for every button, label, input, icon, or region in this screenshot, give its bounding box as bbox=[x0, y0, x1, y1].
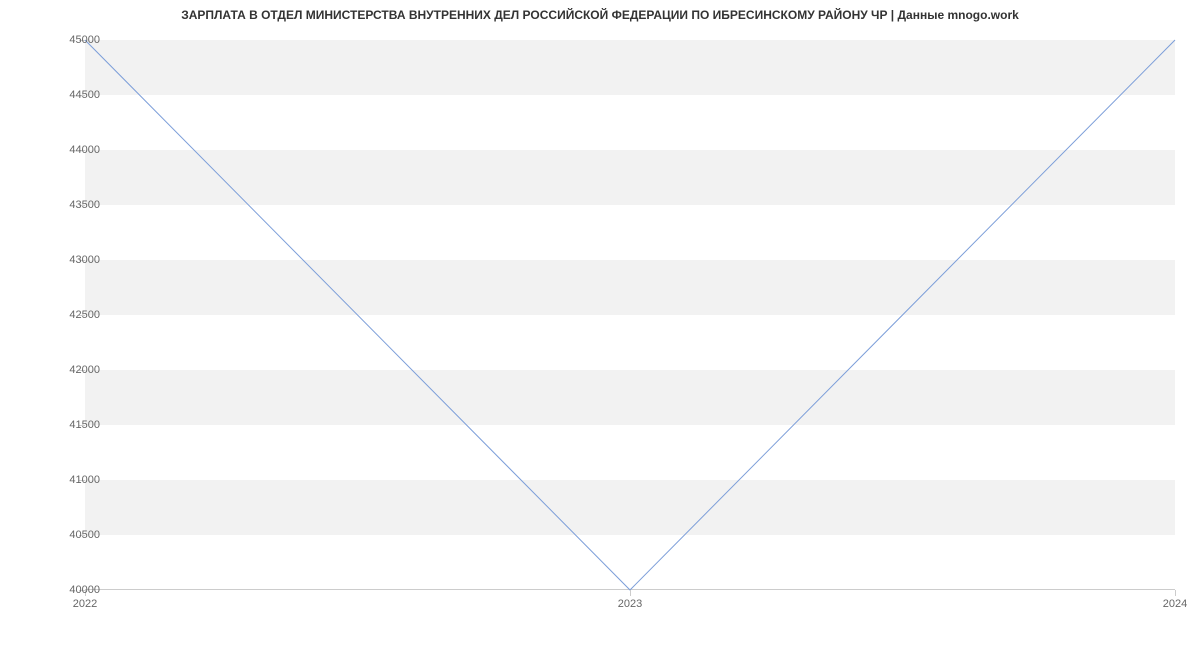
y-axis-label: 42000 bbox=[20, 364, 100, 376]
x-tick bbox=[1175, 590, 1176, 596]
y-axis-label: 42500 bbox=[20, 309, 100, 321]
y-axis-label: 43000 bbox=[20, 254, 100, 266]
y-axis-label: 40000 bbox=[20, 584, 100, 596]
x-tick bbox=[630, 590, 631, 596]
plot-area bbox=[85, 40, 1175, 590]
y-axis-label: 41000 bbox=[20, 474, 100, 486]
y-axis-label: 43500 bbox=[20, 199, 100, 211]
y-axis-label: 41500 bbox=[20, 419, 100, 431]
y-axis-label: 45000 bbox=[20, 34, 100, 46]
chart-title: ЗАРПЛАТА В ОТДЕЛ МИНИСТЕРСТВА ВНУТРЕННИХ… bbox=[0, 8, 1200, 22]
y-axis-label: 44000 bbox=[20, 144, 100, 156]
salary-line-chart: ЗАРПЛАТА В ОТДЕЛ МИНИСТЕРСТВА ВНУТРЕННИХ… bbox=[0, 0, 1200, 650]
line-series bbox=[85, 40, 1175, 590]
data-line bbox=[85, 40, 1175, 590]
y-axis-label: 44500 bbox=[20, 89, 100, 101]
x-axis-label: 2022 bbox=[73, 598, 97, 610]
y-axis-label: 40500 bbox=[20, 529, 100, 541]
x-axis-label: 2023 bbox=[618, 598, 642, 610]
x-axis-label: 2024 bbox=[1163, 598, 1187, 610]
